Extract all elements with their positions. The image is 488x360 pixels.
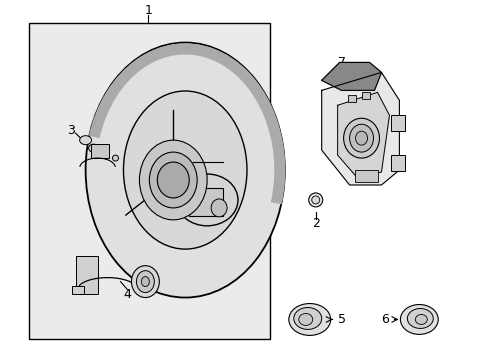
- Bar: [390, 155, 405, 171]
- Ellipse shape: [112, 155, 118, 161]
- Ellipse shape: [211, 199, 226, 217]
- Ellipse shape: [288, 303, 330, 336]
- Ellipse shape: [343, 118, 379, 158]
- Ellipse shape: [308, 193, 322, 207]
- Bar: [72, 285, 83, 293]
- Ellipse shape: [141, 276, 149, 287]
- Ellipse shape: [293, 307, 321, 329]
- Text: 7: 7: [337, 56, 345, 69]
- Bar: [354, 170, 378, 182]
- Ellipse shape: [298, 314, 312, 325]
- Ellipse shape: [157, 162, 189, 198]
- Ellipse shape: [414, 315, 427, 324]
- Ellipse shape: [311, 196, 319, 204]
- Ellipse shape: [131, 266, 159, 298]
- Bar: [361, 92, 369, 99]
- Polygon shape: [337, 92, 388, 178]
- Text: 1: 1: [144, 4, 152, 17]
- Bar: [347, 95, 355, 102]
- Text: 6: 6: [381, 313, 388, 326]
- Bar: [29, 23, 269, 339]
- Polygon shape: [321, 72, 399, 185]
- Ellipse shape: [407, 309, 432, 328]
- Ellipse shape: [136, 271, 154, 293]
- Ellipse shape: [355, 131, 367, 145]
- Ellipse shape: [139, 140, 207, 220]
- Bar: [76, 256, 98, 293]
- Ellipse shape: [88, 144, 99, 152]
- Ellipse shape: [349, 124, 373, 152]
- Ellipse shape: [123, 91, 246, 249]
- Bar: [189, 188, 223, 216]
- Ellipse shape: [176, 174, 238, 226]
- Bar: [90, 144, 108, 158]
- Ellipse shape: [149, 152, 197, 208]
- Bar: [390, 115, 405, 131]
- Ellipse shape: [400, 305, 437, 334]
- Text: 2: 2: [311, 217, 319, 230]
- Ellipse shape: [85, 42, 285, 298]
- Text: 4: 4: [123, 288, 131, 301]
- Polygon shape: [321, 62, 381, 90]
- Text: 3: 3: [66, 124, 75, 137]
- Ellipse shape: [80, 136, 91, 145]
- Text: 5: 5: [337, 313, 345, 326]
